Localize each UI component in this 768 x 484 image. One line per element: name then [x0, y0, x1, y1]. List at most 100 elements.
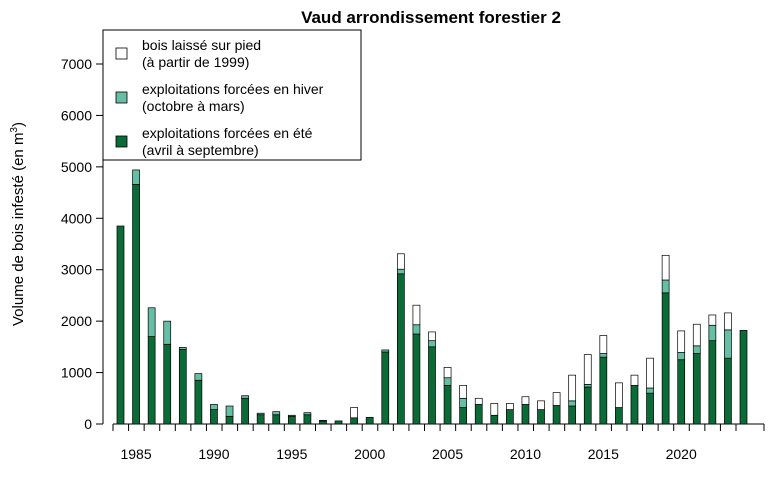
bar-segment-2	[397, 253, 405, 270]
bar-segment-0	[132, 183, 140, 425]
bar-segment-0	[521, 404, 530, 425]
bar-segment-0	[178, 349, 187, 425]
bar-segment-0	[210, 409, 218, 425]
bar-segment-0	[724, 357, 732, 425]
y-axis: 0 1000 2000 3000 4000 5000 6000 7000	[61, 56, 104, 432]
bar-segment-0	[381, 351, 390, 425]
bar-segment-1	[381, 349, 390, 353]
bar-segment-0	[256, 414, 265, 425]
x-tick-label: 1995	[276, 446, 307, 462]
bar-segment-1	[272, 411, 281, 416]
legend-sublabel: (à partir de 1999)	[142, 54, 249, 70]
bar-segment-1	[256, 412, 265, 416]
y-tick-label: 1000	[61, 365, 92, 381]
svg-text:Volume de bois infesté (en m3): Volume de bois infesté (en m3)	[9, 122, 27, 326]
legend-sublabel: (avril à septembre)	[142, 142, 259, 158]
bar-segment-2	[568, 374, 577, 402]
y-axis-label: Volume de bois infesté (en m3)	[9, 122, 27, 326]
bar-segment-2	[537, 400, 545, 410]
bar-segment-1	[225, 405, 234, 417]
bar-segment-0	[583, 386, 592, 425]
legend-swatch	[115, 135, 128, 148]
bar-segment-2	[443, 367, 452, 379]
bar-segment-2	[506, 403, 514, 410]
bar-segment-1	[147, 307, 156, 337]
bar-segment-0	[615, 407, 623, 425]
bar-segment-0	[428, 346, 436, 425]
bar-segment-0	[708, 340, 717, 425]
bar-segment-0	[147, 336, 156, 425]
bar-segment-2	[677, 330, 686, 353]
x-tick-label: 2005	[432, 446, 463, 462]
legend-label: exploitations forcées en été	[142, 125, 313, 141]
bar-segment-0	[490, 414, 499, 425]
bar-segment-0	[630, 385, 639, 425]
bar-segment-2	[661, 254, 670, 281]
y-axis-label-main: Volume de bois infesté (en m	[10, 133, 27, 326]
x-tick-label: 1990	[198, 446, 229, 462]
bar-segment-1	[599, 353, 608, 358]
bar-segment-2	[615, 382, 623, 408]
bar-segment-0	[552, 405, 561, 425]
legend-label: exploitations forcées en hiver	[142, 81, 324, 97]
bar-segment-0	[397, 273, 405, 425]
bar-segment-0	[474, 404, 483, 425]
bar-segment-0	[459, 407, 467, 425]
bar-segment-0	[599, 356, 608, 425]
x-tick-label: 2010	[510, 446, 541, 462]
y-tick-label: 2000	[61, 313, 92, 329]
bar-segment-1	[677, 352, 686, 361]
bar-segment-0	[506, 409, 514, 425]
bar-segment-1	[443, 377, 452, 386]
bar-segment-1	[661, 279, 670, 294]
bar-segment-1	[459, 397, 467, 408]
bar-segment-1	[428, 340, 436, 348]
bar-segment-2	[630, 374, 639, 386]
x-tick-label: 1985	[120, 446, 151, 462]
bar-segment-2	[428, 331, 436, 342]
bar-segment-0	[739, 330, 748, 425]
bar-segment-0	[646, 392, 654, 425]
bar-segment-1	[132, 169, 140, 185]
bar-segment-1	[178, 347, 187, 350]
bar-segment-1	[194, 373, 203, 381]
bar-segment-1	[724, 329, 732, 359]
bar-segment-0	[661, 292, 670, 425]
bar-segment-0	[225, 415, 234, 425]
bar-segment-2	[474, 397, 483, 405]
bar-segment-1	[397, 268, 405, 275]
bar-segment-0	[443, 385, 452, 425]
legend-label: bois laissé sur pied	[142, 37, 261, 53]
legend-sublabel: (octobre à mars)	[142, 98, 245, 114]
bar-segment-2	[459, 385, 467, 399]
legend-swatch	[115, 91, 128, 104]
y-tick-label: 5000	[61, 159, 92, 175]
bar-segment-1	[210, 404, 218, 410]
chart-title: Vaud arrondissement forestier 2	[301, 8, 561, 27]
y-tick-label: 0	[84, 416, 92, 432]
bar-segment-2	[350, 407, 358, 419]
bar-segment-1	[708, 324, 717, 342]
bar-segment-1	[163, 320, 172, 345]
bar-segment-1	[646, 387, 654, 394]
bar-segment-2	[521, 396, 530, 405]
legend: bois laissé sur pied(à partir de 1999) ex…	[102, 29, 362, 161]
bar-segment-0	[319, 420, 327, 425]
bar-segment-2	[646, 357, 654, 389]
bar-segment-0	[116, 225, 125, 425]
bar-segment-1	[287, 414, 296, 417]
bar-segment-2	[552, 392, 561, 406]
x-tick-label: 2000	[354, 446, 385, 462]
bar-segment-0	[334, 420, 343, 425]
bar-segment-0	[287, 415, 296, 425]
bar-segment-1	[412, 324, 421, 335]
bar-segment-1	[303, 412, 312, 416]
bar-segment-1	[568, 400, 577, 407]
bar-segment-1	[319, 420, 327, 422]
bars	[116, 169, 748, 425]
bar-segment-0	[568, 405, 577, 425]
legend-swatch	[115, 47, 128, 60]
y-tick-label: 6000	[61, 107, 92, 123]
bar-segment-2	[490, 403, 499, 416]
